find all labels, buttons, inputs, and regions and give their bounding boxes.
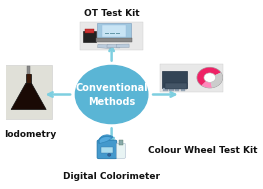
Bar [27, 66, 30, 74]
Bar [163, 88, 168, 91]
FancyBboxPatch shape [96, 38, 132, 42]
Circle shape [108, 154, 111, 156]
FancyBboxPatch shape [117, 143, 125, 158]
Polygon shape [27, 74, 31, 83]
Bar [181, 88, 185, 91]
FancyBboxPatch shape [97, 140, 117, 159]
FancyBboxPatch shape [165, 83, 187, 89]
FancyBboxPatch shape [102, 25, 126, 37]
Circle shape [204, 73, 216, 82]
Text: Digital Colorimeter: Digital Colorimeter [63, 172, 160, 181]
FancyBboxPatch shape [97, 23, 131, 41]
FancyBboxPatch shape [80, 22, 143, 50]
Text: Conventional
Methods: Conventional Methods [75, 83, 148, 106]
FancyBboxPatch shape [119, 140, 123, 145]
FancyBboxPatch shape [160, 64, 223, 92]
Bar [98, 44, 111, 49]
Circle shape [75, 65, 148, 124]
Text: Colour Wheel Test Kit: Colour Wheel Test Kit [148, 146, 257, 155]
FancyBboxPatch shape [162, 71, 187, 88]
Wedge shape [210, 73, 222, 88]
FancyBboxPatch shape [83, 31, 96, 42]
Wedge shape [197, 67, 221, 85]
Polygon shape [26, 74, 32, 83]
FancyBboxPatch shape [84, 29, 94, 33]
Wedge shape [202, 78, 212, 88]
Bar [169, 88, 174, 91]
Bar [175, 88, 179, 91]
Wedge shape [197, 67, 223, 88]
Text: Iodometry: Iodometry [4, 130, 56, 139]
Bar [107, 44, 120, 48]
Text: OT Test Kit: OT Test Kit [84, 9, 139, 18]
Polygon shape [11, 83, 46, 109]
FancyBboxPatch shape [1, 65, 52, 119]
Bar [116, 44, 129, 48]
Wedge shape [99, 135, 113, 144]
FancyBboxPatch shape [101, 147, 113, 153]
